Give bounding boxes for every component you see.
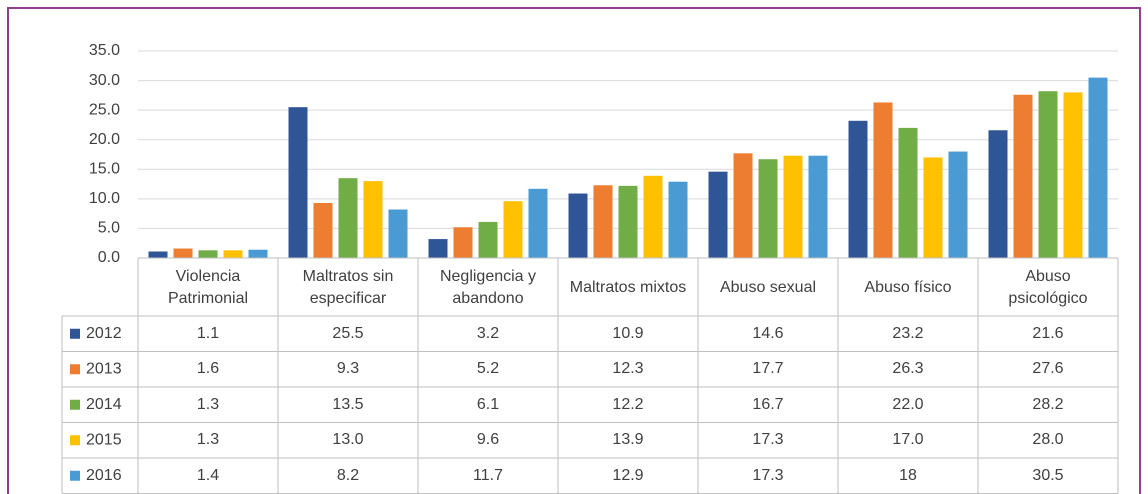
y-tick-label: 25.0 <box>89 101 120 118</box>
bar <box>453 227 473 258</box>
table-value: 13.0 <box>332 431 364 449</box>
bar <box>198 250 218 258</box>
y-tick-label: 0.0 <box>98 249 120 266</box>
table-value: 12.3 <box>612 360 644 378</box>
bar <box>478 221 498 258</box>
y-tick-label: 30.0 <box>89 72 120 89</box>
bar <box>708 171 728 258</box>
category-label: Abuso físico <box>864 279 952 296</box>
table-value: 1.6 <box>196 360 220 378</box>
table-value: 17.0 <box>892 431 924 449</box>
table-value: 13.5 <box>332 395 364 413</box>
legend-label: 2016 <box>86 467 122 484</box>
bar <box>503 201 523 258</box>
bar <box>923 157 943 258</box>
table-value: 30.5 <box>1032 466 1064 484</box>
bar <box>618 185 638 258</box>
legend-label: 2014 <box>86 396 122 413</box>
category-label: Abuso sexual <box>719 279 817 296</box>
bar <box>643 175 663 258</box>
bar <box>783 155 803 258</box>
legend-label: 2013 <box>86 360 122 377</box>
table-value: 25.5 <box>332 324 364 342</box>
bar <box>733 153 753 258</box>
bar <box>288 107 308 258</box>
table-value: 21.6 <box>1032 324 1064 342</box>
table-value: 1.1 <box>196 324 220 342</box>
table-value: 26.3 <box>892 360 924 378</box>
bar <box>248 249 268 258</box>
bar <box>1063 92 1083 259</box>
bar <box>148 251 168 258</box>
table-value: 17.7 <box>752 360 784 378</box>
table-value: 28.2 <box>1032 395 1064 413</box>
table-value: 16.7 <box>752 395 784 413</box>
bar <box>668 181 688 258</box>
bar <box>1038 91 1058 259</box>
table-value: 5.2 <box>476 360 500 378</box>
bar <box>428 239 448 258</box>
table-value: 1.4 <box>196 466 220 484</box>
bar <box>988 130 1008 258</box>
category-label: Abuso psicológico <box>1008 268 1088 307</box>
legend-swatch <box>70 399 80 410</box>
legend-swatch <box>70 364 80 375</box>
bar <box>1013 94 1033 258</box>
category-label: Violencia Patrimonial <box>167 268 249 307</box>
table-value: 1.3 <box>196 395 220 413</box>
y-tick-label: 10.0 <box>89 190 120 207</box>
table-value: 23.2 <box>892 324 924 342</box>
table-value: 9.6 <box>476 431 500 449</box>
table-value: 1.3 <box>196 431 220 449</box>
table-value: 9.3 <box>336 360 360 378</box>
table-value: 3.2 <box>476 324 500 342</box>
category-label: Maltratos mixtos <box>569 279 687 296</box>
category-label: Maltratos sin especificar <box>302 268 394 307</box>
bar <box>808 155 828 258</box>
legend-swatch <box>70 470 80 481</box>
bar <box>388 209 408 258</box>
bar <box>593 185 613 258</box>
table-value: 11.7 <box>473 466 503 484</box>
table-value: 10.9 <box>612 324 644 342</box>
y-tick-label: 35.0 <box>89 42 120 59</box>
y-tick-label: 5.0 <box>98 220 120 237</box>
bar <box>528 188 548 258</box>
table-value: 12.9 <box>612 466 644 484</box>
bar <box>848 120 868 258</box>
table-value: 18 <box>899 466 917 484</box>
bar <box>948 151 968 258</box>
legend-swatch <box>70 435 80 446</box>
bar <box>363 181 383 258</box>
bar <box>313 202 333 258</box>
category-label: Negligencia y abandono <box>439 268 537 307</box>
table-value: 12.2 <box>612 395 644 413</box>
bar <box>758 159 778 258</box>
y-tick-label: 20.0 <box>89 131 120 148</box>
table-value: 8.2 <box>336 466 360 484</box>
y-tick-label: 15.0 <box>89 161 120 178</box>
table-value: 17.3 <box>752 431 784 449</box>
bar <box>338 178 358 258</box>
legend-label: 2015 <box>86 431 122 448</box>
bar <box>173 248 193 258</box>
bar <box>873 102 893 258</box>
bar <box>568 193 588 258</box>
legend-swatch <box>70 328 80 339</box>
bar <box>898 127 918 258</box>
table-value: 17.3 <box>752 466 784 484</box>
table-value: 13.9 <box>612 431 644 449</box>
table-value: 14.6 <box>752 324 784 342</box>
legend-label: 2012 <box>86 325 122 342</box>
table-value: 27.6 <box>1032 360 1064 378</box>
table-value: 6.1 <box>476 395 500 413</box>
frame <box>7 7 1141 494</box>
bar <box>223 250 243 258</box>
bar <box>1088 77 1108 258</box>
table-value: 22.0 <box>892 395 924 413</box>
table-value: 28.0 <box>1032 431 1064 449</box>
